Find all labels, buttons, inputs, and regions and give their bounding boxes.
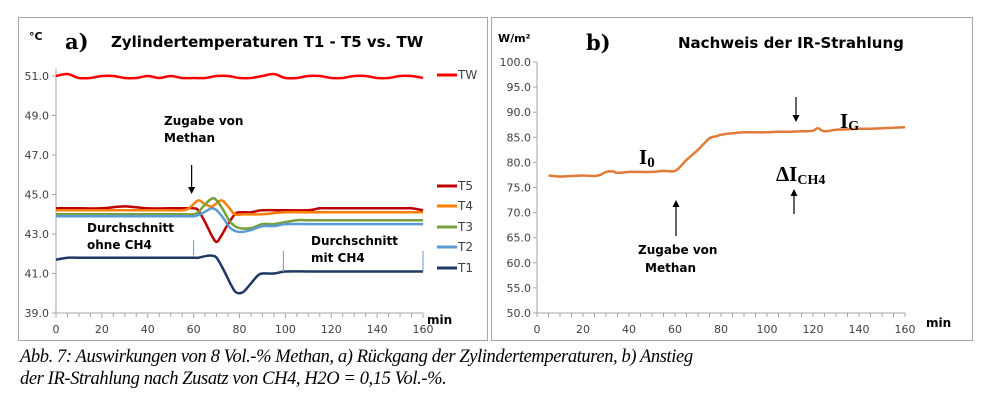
x-tick-label: 80 — [714, 323, 728, 336]
chart-panel-b: W/m² b) Nachweis der IR-Strahlung min 50… — [491, 17, 973, 341]
y-tick-label: 51.0 — [25, 70, 50, 83]
y-tick-label: 50.0 — [507, 307, 532, 320]
caption-line-1: Abb. 7: Auswirkungen von 8 Vol.-% Methan… — [20, 347, 693, 367]
x-tick-label: 40 — [622, 323, 636, 336]
x-unit-label: min — [427, 313, 452, 327]
y-tick-label: 100.0 — [500, 56, 532, 69]
caption-line-2: der IR-Strahlung nach Zusatz von CH4, H2… — [20, 369, 447, 389]
x-tick-label: 100 — [757, 323, 778, 336]
x-tick-label: 20 — [95, 323, 109, 336]
y-tick-label: 45.0 — [25, 189, 50, 202]
y-tick-label: 60.0 — [507, 257, 532, 270]
legend-label-t3: T3 — [457, 220, 473, 234]
event-label-line2: Methan — [164, 131, 215, 145]
y-tick-label: 43.0 — [25, 228, 50, 241]
y-tick-label: 80.0 — [507, 156, 532, 169]
series-line-t1 — [55, 254, 424, 295]
panel-letter: a) — [65, 29, 89, 54]
chart-panel-a: °C a) Zylindertemperaturen T1 - T5 vs. T… — [18, 17, 488, 341]
x-unit-label: min — [926, 316, 951, 330]
chart-a-svg: °C a) Zylindertemperaturen T1 - T5 vs. T… — [25, 29, 478, 336]
series-line-t3 — [56, 196, 423, 230]
x-tick-label: 160 — [895, 323, 916, 336]
y-unit-label: W/m² — [498, 32, 531, 45]
x-tick-label: 120 — [321, 323, 342, 336]
chart-title: Nachweis der IR-Strahlung — [678, 34, 904, 52]
i0-label: I0 — [639, 145, 655, 171]
x-tick-label: 0 — [534, 323, 541, 336]
series-line-tw — [55, 72, 424, 80]
y-tick-label: 47.0 — [25, 149, 50, 162]
figure-caption: Abb. 7: Auswirkungen von 8 Vol.-% Methan… — [20, 346, 970, 390]
x-tick-label: 40 — [141, 323, 155, 336]
i0-arrow-head — [790, 189, 798, 196]
delta-ich4-label: ΔICH4 — [776, 162, 825, 188]
y-unit-label: °C — [29, 30, 43, 43]
x-tick-label: 60 — [668, 323, 682, 336]
y-tick-label: 75.0 — [507, 182, 532, 195]
legend-label-t1: T1 — [457, 261, 473, 275]
legend-label-t5: T5 — [457, 179, 473, 193]
event-arrow-head — [672, 200, 680, 207]
event-label-line1: Zugabe von — [164, 114, 243, 128]
event-label-line1: Zugabe von — [638, 243, 717, 257]
chart-title: Zylindertemperaturen T1 - T5 vs. TW — [111, 33, 424, 51]
x-tick-label: 60 — [187, 323, 201, 336]
y-tick-label: 39.0 — [25, 307, 50, 320]
legend-label-t4: T4 — [457, 199, 473, 213]
y-tick-label: 85.0 — [507, 131, 532, 144]
legend-label-t2: T2 — [457, 240, 473, 254]
y-tick-label: 90.0 — [507, 106, 532, 119]
x-tick-label: 0 — [53, 323, 60, 336]
x-tick-label: 160 — [413, 323, 434, 336]
series-line-t2 — [56, 207, 423, 234]
event-arrow-head — [188, 187, 196, 194]
y-tick-label: 55.0 — [507, 282, 532, 295]
event-label-line2: Methan — [645, 261, 696, 275]
y-tick-label: 41.0 — [25, 268, 50, 281]
x-tick-label: 20 — [576, 323, 590, 336]
series-line-ir — [548, 126, 906, 178]
ig-label: IG — [840, 109, 859, 134]
y-tick-label: 70.0 — [507, 207, 532, 220]
x-tick-label: 120 — [803, 323, 824, 336]
x-tick-label: 140 — [849, 323, 870, 336]
x-tick-label: 100 — [275, 323, 296, 336]
panel-letter: b) — [586, 30, 611, 55]
y-tick-label: 49.0 — [25, 110, 50, 123]
avg-before-line1: Durchschnitt — [87, 221, 174, 235]
avg-after-line1: Durchschnitt — [311, 234, 398, 248]
chart-b-svg: W/m² b) Nachweis der IR-Strahlung min 50… — [498, 30, 951, 336]
ig-arrow-head — [792, 115, 800, 122]
x-tick-label: 140 — [367, 323, 388, 336]
y-tick-label: 95.0 — [507, 81, 532, 94]
avg-before-line2: ohne CH4 — [87, 238, 152, 252]
x-tick-label: 80 — [233, 323, 247, 336]
avg-after-line2: mit CH4 — [311, 251, 365, 265]
y-tick-label: 65.0 — [507, 232, 532, 245]
series-line-t4 — [56, 199, 423, 217]
legend-label-tw: TW — [457, 68, 477, 82]
